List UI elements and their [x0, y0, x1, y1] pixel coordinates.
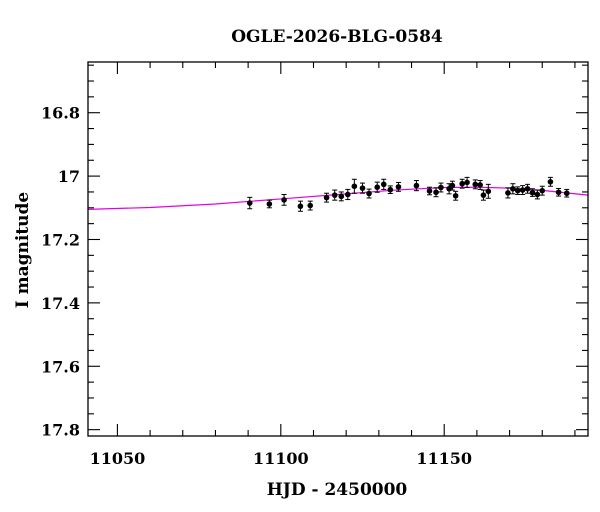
- data-point: [472, 179, 479, 190]
- data-point-marker: [374, 184, 381, 190]
- y-axis-label: I magnitude: [13, 192, 33, 309]
- y-tick-label: 17.4: [41, 294, 80, 313]
- y-tick-label: 17: [58, 167, 80, 186]
- data-point-marker: [459, 180, 465, 187]
- data-point: [331, 189, 338, 201]
- data-point: [297, 200, 304, 212]
- data-point: [510, 183, 516, 195]
- data-point: [524, 183, 531, 194]
- data-point: [345, 188, 351, 201]
- x-axis-label: HJD - 2450000: [267, 480, 408, 500]
- data-point: [477, 180, 483, 190]
- y-tick-label: 17.8: [41, 421, 80, 440]
- data-point-marker: [510, 185, 516, 192]
- data-point-marker: [547, 179, 554, 185]
- data-point: [459, 178, 465, 189]
- data-point: [266, 199, 273, 209]
- data-point: [505, 187, 511, 199]
- data-point-marker: [563, 190, 570, 197]
- data-point: [449, 180, 456, 191]
- data-point: [534, 189, 541, 200]
- data-point-marker: [472, 181, 479, 188]
- data-point: [438, 182, 444, 193]
- y-tick-label: 16.8: [41, 104, 80, 123]
- data-point-marker: [395, 184, 402, 190]
- y-tick-label: 17.6: [41, 357, 80, 376]
- data-point-marker: [359, 185, 366, 191]
- data-point-marker: [555, 189, 562, 196]
- chart-title: OGLE-2026-BLG-0584: [231, 27, 443, 47]
- data-point-marker: [529, 189, 536, 196]
- data-point-marker: [438, 184, 444, 191]
- data-point-marker: [246, 200, 253, 206]
- plot-frame: [87, 61, 589, 437]
- data-point-marker: [452, 192, 459, 199]
- data-point: [413, 180, 420, 192]
- data-point-marker: [433, 189, 439, 196]
- data-point: [307, 200, 314, 211]
- data-point-marker: [485, 188, 492, 195]
- data-point-marker: [387, 186, 394, 193]
- data-point-marker: [534, 191, 541, 198]
- data-point: [539, 185, 546, 196]
- data-point-marker: [449, 182, 456, 189]
- data-point-marker: [266, 201, 273, 207]
- data-point-marker: [323, 194, 330, 201]
- data-point-marker: [297, 203, 304, 210]
- data-point-marker: [539, 187, 546, 194]
- data-point: [555, 187, 562, 197]
- data-point-marker: [524, 185, 531, 192]
- axes-layer: 11050 11100 11150 16.8 17 17.2 17.4 17.6 17.8: [41, 61, 589, 468]
- data-point: [338, 191, 345, 202]
- data-point-marker: [380, 181, 387, 188]
- data-point-marker: [366, 190, 372, 197]
- data-point-marker: [505, 190, 511, 196]
- data-point: [480, 189, 487, 201]
- data-point: [374, 181, 381, 193]
- data-point: [246, 196, 253, 210]
- data-point: [359, 182, 366, 194]
- data-point-marker: [477, 182, 483, 188]
- data-point: [351, 178, 358, 194]
- data-point: [433, 187, 439, 198]
- data-point: [426, 186, 433, 196]
- x-tick-label: 11150: [416, 449, 472, 468]
- x-tick-label: 11100: [253, 449, 309, 468]
- data-point-marker: [338, 193, 345, 200]
- data-point: [519, 185, 526, 195]
- data-point: [464, 176, 470, 189]
- data-point: [387, 185, 394, 195]
- data-point: [452, 190, 459, 201]
- data-point-marker: [413, 182, 420, 189]
- data-point-marker: [281, 197, 287, 203]
- y-tick-label: 17.2: [41, 230, 80, 249]
- x-tick-label: 11050: [90, 449, 146, 468]
- data-point-marker: [345, 191, 351, 198]
- data-point: [529, 188, 536, 197]
- data-point: [380, 178, 387, 190]
- data-point-marker: [351, 183, 358, 190]
- data-point: [366, 188, 372, 199]
- data-point-marker: [514, 187, 521, 194]
- data-point: [281, 193, 287, 206]
- data-point-marker: [331, 192, 338, 198]
- data-point: [514, 186, 521, 195]
- data-point-marker: [464, 179, 470, 186]
- data-point-marker: [519, 187, 526, 193]
- data-point-marker: [426, 188, 433, 194]
- data-point: [395, 181, 402, 192]
- data-point: [547, 176, 554, 187]
- data-point: [485, 183, 492, 199]
- data-point: [323, 192, 330, 203]
- data-point: [563, 188, 570, 198]
- data-point-marker: [480, 192, 487, 198]
- points-layer: [246, 176, 570, 212]
- data-point-marker: [307, 202, 314, 209]
